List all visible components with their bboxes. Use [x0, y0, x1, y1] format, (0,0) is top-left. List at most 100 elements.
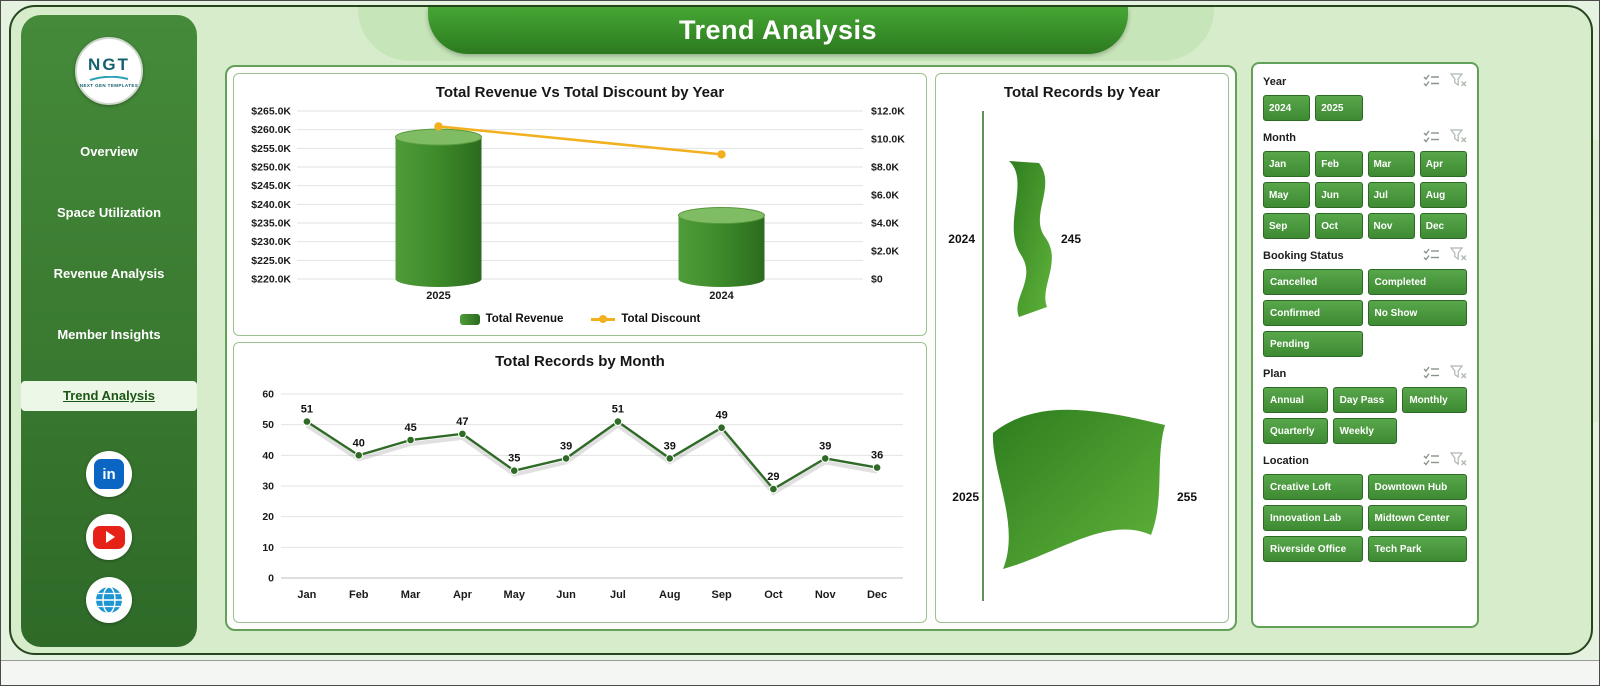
revenue-discount-chart-svg: $220.0K $225.0K $230.0K $235.0K $240.0K $245.… [251, 106, 905, 303]
slicer-year: Year 2024 2025 [1263, 72, 1467, 121]
svg-text:$10.0K: $10.0K [871, 134, 905, 146]
slicer-title-location: Location [1263, 455, 1309, 467]
svg-text:$225.0K: $225.0K [251, 255, 291, 267]
svg-text:50: 50 [262, 419, 274, 431]
multi-select-icon[interactable] [1423, 73, 1440, 92]
slicer-option-may[interactable]: May [1263, 182, 1311, 208]
legend-item-discount: Total Discount [591, 313, 700, 325]
slicer-option-creative-loft[interactable]: Creative Loft [1263, 474, 1363, 500]
multi-select-icon[interactable] [1423, 247, 1440, 266]
clear-filter-icon[interactable] [1449, 246, 1467, 266]
slicer-location: Location Creative Loft Downtown Hub Innovat… [1263, 451, 1467, 562]
slicer-option-dec[interactable]: Dec [1419, 213, 1467, 239]
slicer-option-quarterly[interactable]: Quarterly [1263, 418, 1328, 444]
svg-text:49: 49 [715, 410, 727, 422]
svg-text:2025: 2025 [952, 490, 979, 504]
slicer-option-tech-park[interactable]: Tech Park [1367, 536, 1467, 562]
slicer-option-jun[interactable]: Jun [1315, 182, 1363, 208]
svg-text:$255.0K: $255.0K [251, 143, 291, 155]
svg-text:$230.0K: $230.0K [251, 236, 291, 248]
slicer-option-innovation-lab[interactable]: Innovation Lab [1263, 505, 1363, 531]
slicer-option-weekly[interactable]: Weekly [1332, 418, 1398, 444]
svg-text:$220.0K: $220.0K [251, 274, 291, 286]
slicer-option-riverside-office[interactable]: Riverside Office [1263, 536, 1363, 562]
clear-filter-icon[interactable] [1449, 72, 1467, 92]
slicer-option-nov[interactable]: Nov [1367, 213, 1415, 239]
svg-text:47: 47 [456, 416, 468, 428]
slicer-booking-status: Booking Status Cancelled Completed Confirme… [1263, 246, 1467, 357]
slicer-option-2025[interactable]: 2025 [1315, 95, 1363, 121]
svg-text:45: 45 [404, 422, 416, 434]
records-month-chart: Total Records by Month 0 10 20 30 40 50 60 51 Ja… [233, 342, 927, 623]
svg-text:255: 255 [1177, 490, 1197, 504]
svg-text:10: 10 [262, 542, 274, 554]
slicer-option-oct[interactable]: Oct [1315, 213, 1363, 239]
slicer-option-midtown-center[interactable]: Midtown Center [1367, 505, 1467, 531]
slicer-option-day-pass[interactable]: Day Pass [1332, 387, 1398, 413]
slicer-option-2024[interactable]: 2024 [1263, 95, 1311, 121]
slicer-option-downtown-hub[interactable]: Downtown Hub [1367, 474, 1467, 500]
records-year-chart-svg: 2024 245 2025 255 [948, 111, 1197, 601]
slicer-option-annual[interactable]: Annual [1263, 387, 1328, 413]
svg-text:Apr: Apr [453, 589, 473, 601]
slicer-option-monthly[interactable]: Monthly [1402, 387, 1467, 413]
linkedin-icon[interactable]: in [86, 451, 132, 497]
svg-text:29: 29 [767, 471, 779, 483]
logo-text: NGT [88, 54, 130, 74]
slicer-month: Month Jan Feb Mar Apr May Jun Jul Aug Sep Oct Nov De… [1263, 128, 1467, 239]
slicer-option-jan[interactable]: Jan [1263, 151, 1311, 177]
sidebar-item-trend-analysis[interactable]: Trend Analysis [21, 381, 197, 411]
svg-text:39: 39 [560, 440, 572, 452]
slicer-title-year: Year [1263, 76, 1287, 88]
svg-text:40: 40 [262, 450, 274, 462]
youtube-icon[interactable] [86, 514, 132, 560]
linkedin-glyph: in [94, 459, 124, 489]
globe-icon[interactable] [86, 577, 132, 623]
slicer-option-pending[interactable]: Pending [1263, 331, 1363, 357]
slicer-option-confirmed[interactable]: Confirmed [1263, 300, 1363, 326]
multi-select-icon[interactable] [1423, 129, 1440, 148]
clear-filter-icon[interactable] [1449, 364, 1467, 384]
slicer-option-sep[interactable]: Sep [1263, 213, 1311, 239]
sidebar-nav: Overview Space Utilization Revenue Analysi… [21, 137, 197, 411]
logo-subtext: NEXT GEN TEMPLATES [79, 82, 139, 88]
svg-text:Jun: Jun [556, 589, 576, 601]
svg-text:Jan: Jan [297, 589, 316, 601]
svg-text:2025: 2025 [426, 290, 450, 302]
revenue-discount-legend: Total Revenue Total Discount [459, 313, 700, 325]
svg-text:Feb: Feb [349, 589, 369, 601]
slicer-option-jul[interactable]: Jul [1367, 182, 1415, 208]
charts-container: Total Revenue Vs Total Discount by Year … [225, 65, 1237, 631]
svg-text:$0: $0 [871, 274, 883, 286]
svg-text:$240.0K: $240.0K [251, 199, 291, 211]
slicer-option-no-show[interactable]: No Show [1367, 300, 1467, 326]
svg-text:Nov: Nov [815, 589, 837, 601]
svg-text:51: 51 [301, 404, 313, 416]
discount-legend-swatch [591, 314, 616, 323]
slicer-option-mar[interactable]: Mar [1367, 151, 1415, 177]
legend-item-revenue: Total Revenue [459, 313, 563, 325]
clear-filter-icon[interactable] [1449, 451, 1467, 471]
svg-text:$12.0K: $12.0K [871, 106, 905, 118]
multi-select-icon[interactable] [1423, 365, 1440, 384]
sidebar-item-overview[interactable]: Overview [80, 144, 138, 159]
logo-swoosh [89, 75, 129, 81]
slicer-option-feb[interactable]: Feb [1315, 151, 1363, 177]
sidebar-item-revenue-analysis[interactable]: Revenue Analysis [53, 266, 165, 281]
clear-filter-icon[interactable] [1449, 128, 1467, 148]
slicer-option-cancelled[interactable]: Cancelled [1263, 269, 1363, 295]
slicer-option-apr[interactable]: Apr [1419, 151, 1467, 177]
social-links: in [86, 451, 132, 623]
slicer-option-aug[interactable]: Aug [1419, 182, 1467, 208]
svg-text:$260.0K: $260.0K [251, 124, 291, 136]
sidebar-item-member-insights[interactable]: Member Insights [57, 327, 161, 342]
slicer-option-completed[interactable]: Completed [1367, 269, 1467, 295]
svg-text:36: 36 [871, 450, 883, 462]
multi-select-icon[interactable] [1423, 452, 1440, 471]
records-month-chart-title: Total Records by Month [495, 353, 665, 370]
svg-text:60: 60 [262, 389, 274, 401]
svg-text:39: 39 [819, 440, 831, 452]
sidebar-item-space-utilization[interactable]: Space Utilization [56, 205, 162, 220]
slicer-panel: Year 2024 2025 Month Jan Feb Mar Apr May Jun Jul Au… [1251, 62, 1479, 628]
